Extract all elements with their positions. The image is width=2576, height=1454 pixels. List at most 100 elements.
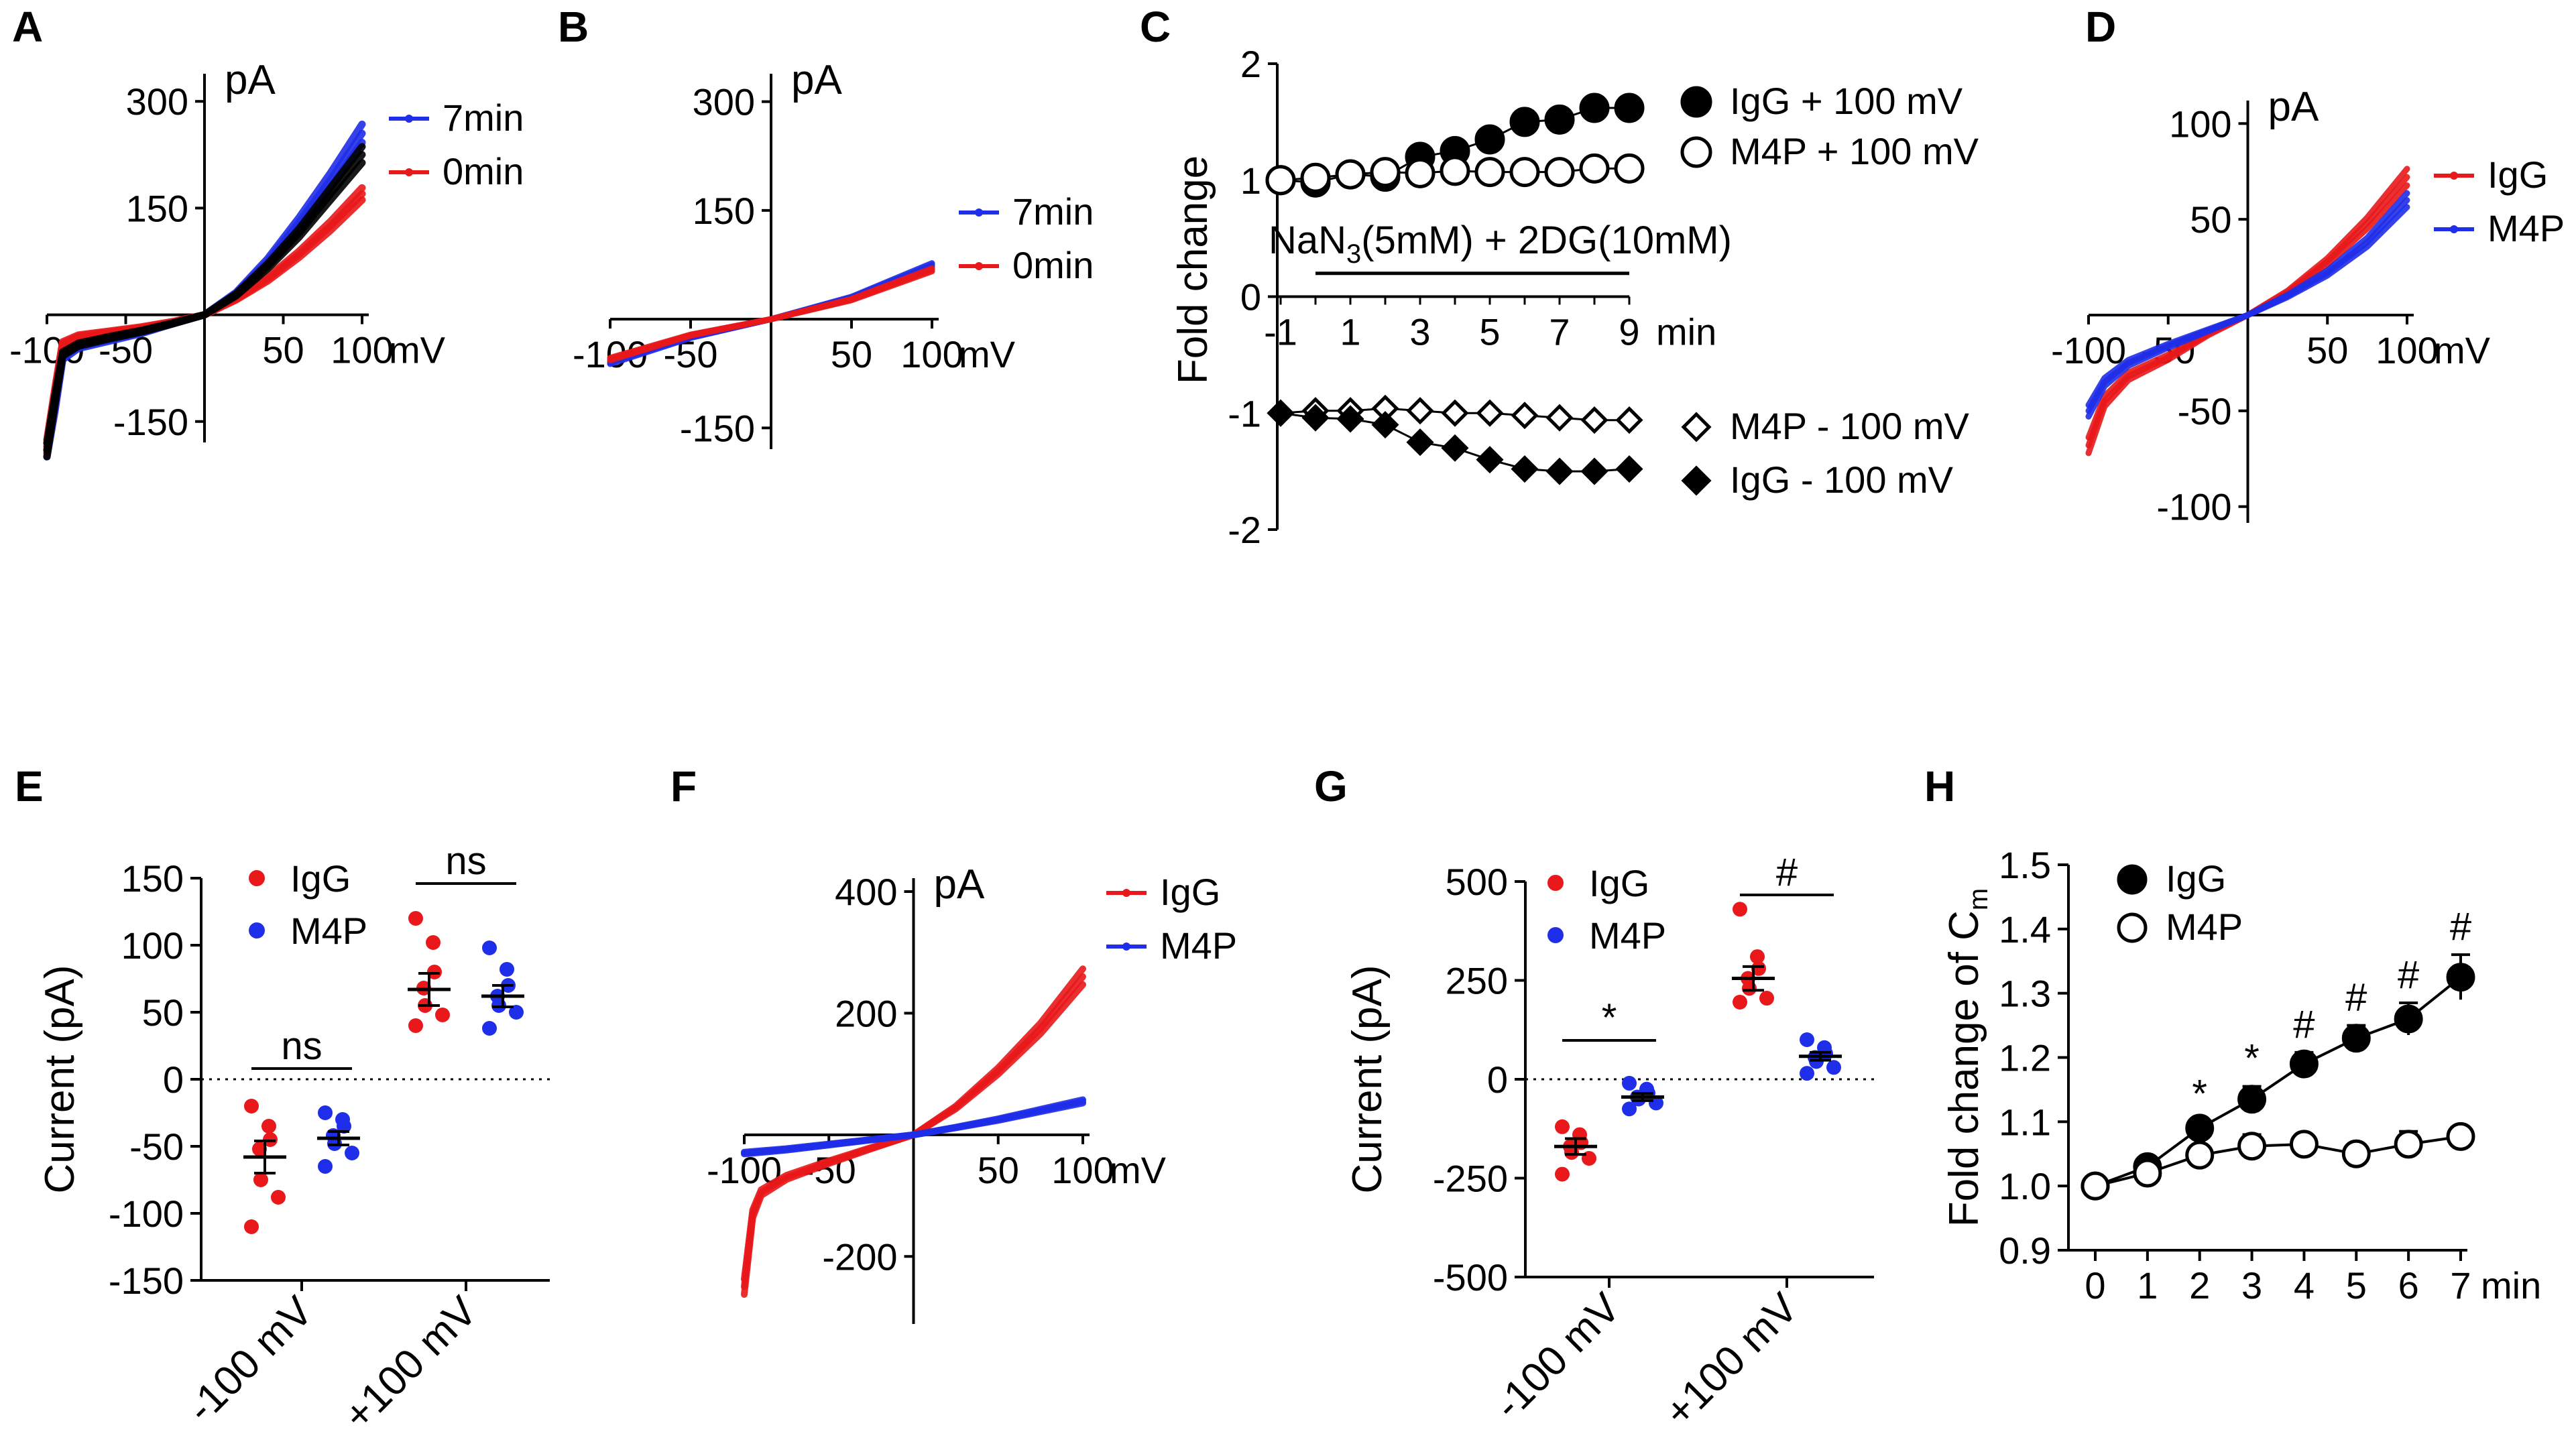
- data-point: [1579, 93, 1610, 123]
- data-point-igg: [244, 1099, 259, 1113]
- x-tick-label: 3: [2241, 1264, 2262, 1307]
- legend-label: IgG - 100 mV: [1730, 459, 1954, 501]
- x-tick-label: 0: [2085, 1264, 2105, 1307]
- legend-label-igg: IgG: [1589, 862, 1649, 904]
- x-tick-label: 7: [1549, 311, 1570, 353]
- data-point: [1545, 457, 1574, 485]
- data-point: [2237, 1085, 2267, 1114]
- data-point: [1476, 399, 1504, 427]
- significance-label: ns: [445, 839, 486, 883]
- data-point-igg: [1750, 949, 1765, 965]
- x-tick-label: 50: [978, 1149, 1019, 1191]
- legend-marker-igg: [1547, 875, 1564, 891]
- x-tick-label: 2: [2189, 1264, 2210, 1307]
- y-tick-label: 0: [1240, 276, 1261, 318]
- trace-m4p: [741, 1096, 1086, 1158]
- trace-igg: [741, 965, 1086, 1298]
- x-tick-label: 100: [1051, 1149, 1114, 1191]
- data-point: [1474, 124, 1505, 155]
- data-point-igg: [271, 1190, 286, 1205]
- legend-marker-0min: [405, 168, 413, 176]
- data-point-m4p: [1800, 1066, 1814, 1081]
- panel-label-f: F: [670, 762, 697, 810]
- data-point-igg: [252, 1142, 267, 1156]
- y-tick-label: 100: [2169, 103, 2231, 145]
- data-point-igg: [1733, 994, 1747, 1010]
- y-tick-label: 1.5: [1999, 844, 2051, 886]
- panel-g-current-scatter: 500 250 0 -250 -500 Current (pA) -100 mV +100 m…: [1344, 851, 1874, 1436]
- data-point: [2341, 1024, 2371, 1053]
- y-tick-label: -1: [1228, 392, 1261, 434]
- data-point: [1336, 405, 1364, 433]
- legend-marker-m4p: [1547, 927, 1564, 943]
- data-point-m4p: [1622, 1101, 1637, 1117]
- legend-label-igg: IgG: [2487, 154, 2548, 196]
- y-unit-label: pA: [225, 57, 276, 103]
- legend-marker: [2117, 864, 2148, 895]
- legend-label-m4p: M4P: [1589, 914, 1666, 957]
- y-tick-label: 1: [1240, 160, 1261, 202]
- data-point: [1335, 159, 1366, 190]
- y-tick-label: 50: [2190, 198, 2231, 241]
- y-tick-label: -100: [109, 1193, 184, 1235]
- significance-mark: *: [2244, 1037, 2260, 1081]
- y-tick-label: 100: [121, 924, 184, 967]
- panel-label-d: D: [2085, 3, 2116, 51]
- y-tick-label: 1.4: [1999, 908, 2051, 951]
- data-point: [1370, 157, 1401, 188]
- legend-marker-igg: [1122, 889, 1130, 897]
- y-tick-label: 2: [1240, 43, 1261, 85]
- data-point-igg: [1555, 1166, 1570, 1182]
- y-tick-label: -500: [1433, 1256, 1508, 1298]
- y-tick-label: 1.1: [1999, 1101, 2051, 1143]
- data-point-igg: [1751, 961, 1766, 976]
- x-tick-label: 5: [1479, 311, 1500, 353]
- data-point-m4p: [1826, 1060, 1841, 1075]
- x-tick-label: 7: [2450, 1264, 2471, 1307]
- x-category-label: -100 mV: [1485, 1284, 1629, 1429]
- data-point: [1265, 165, 1296, 196]
- legend-label-7min: 7min: [443, 97, 524, 139]
- data-point-m4p: [1622, 1075, 1637, 1091]
- data-point-m4p: [337, 1119, 351, 1134]
- data-point: [1509, 157, 1540, 188]
- panel-e-current-scatter: 150 100 50 0 -50 -100 -150 Current (pA) -100 mV +…: [37, 839, 550, 1439]
- y-unit-label: pA: [2268, 84, 2319, 130]
- data-point: [2394, 1004, 2423, 1034]
- data-point: [1406, 428, 1434, 457]
- data-point: [1441, 399, 1469, 427]
- legend-marker-m4p: [249, 922, 265, 938]
- y-tick-label: 150: [126, 187, 188, 229]
- legend-label-7min: 7min: [1012, 190, 1094, 233]
- trace-intermediate: [43, 143, 366, 461]
- legend-label: IgG + 100 mV: [1730, 80, 1963, 122]
- data-point: [1545, 404, 1574, 432]
- data-point-m4p: [345, 1146, 359, 1160]
- significance-mark: #: [2450, 905, 2471, 949]
- panel-h-capacitance: 1.5 1.4 1.3 1.2 1.1 1.0 0.9 0 1 2 3 4 5 6 7 min Fold cha…: [1941, 844, 2541, 1307]
- legend-marker-7min: [405, 115, 413, 123]
- y-tick-label: 200: [835, 992, 897, 1034]
- x-tick-label: 50: [2306, 329, 2348, 371]
- data-point: [1615, 455, 1643, 483]
- x-tick-label: 50: [831, 333, 872, 375]
- data-point-igg: [408, 1018, 423, 1033]
- x-tick-label: 1: [1340, 311, 1360, 353]
- y-tick-label: 500: [1446, 861, 1508, 903]
- significance-mark: #: [2345, 976, 2367, 1020]
- legend-label-m4p: M4P: [1160, 924, 1237, 967]
- data-point-m4p: [482, 1021, 497, 1036]
- data-point: [1371, 411, 1399, 439]
- data-point: [1509, 107, 1540, 137]
- y-axis-label: Current (pA): [37, 965, 83, 1193]
- data-point-igg: [1759, 991, 1774, 1006]
- y-tick-label: -200: [822, 1235, 897, 1278]
- data-point: [1614, 93, 1645, 123]
- data-point: [1301, 404, 1330, 432]
- data-point: [2081, 1171, 2110, 1201]
- y-unit-label: pA: [934, 861, 985, 908]
